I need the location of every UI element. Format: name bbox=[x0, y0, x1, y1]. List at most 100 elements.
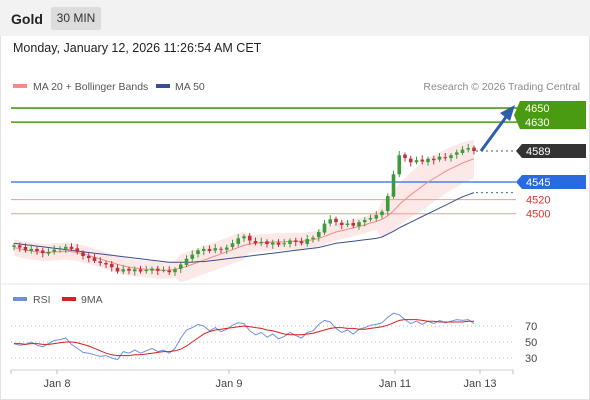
candle-body bbox=[63, 246, 68, 249]
candle bbox=[75, 244, 80, 255]
candle-body bbox=[213, 248, 218, 251]
candle bbox=[374, 210, 379, 222]
copyright-text: Research © 2026 Trading Central bbox=[423, 81, 580, 93]
candle bbox=[282, 239, 287, 247]
candle bbox=[196, 248, 200, 258]
candle bbox=[357, 220, 361, 230]
candle-body bbox=[311, 237, 315, 240]
candle bbox=[351, 218, 356, 229]
candle-body bbox=[230, 243, 235, 247]
candle-body bbox=[293, 240, 298, 242]
candle bbox=[81, 250, 85, 260]
candle-body bbox=[236, 238, 241, 244]
rsi-line bbox=[13, 312, 475, 361]
candle-body bbox=[351, 223, 356, 226]
candle bbox=[144, 265, 149, 274]
candle bbox=[339, 219, 344, 230]
candle bbox=[109, 261, 114, 272]
candle bbox=[138, 265, 143, 274]
candle bbox=[334, 216, 338, 226]
target-tag-bg bbox=[514, 101, 586, 130]
candle-body bbox=[357, 222, 361, 227]
timeframe-button[interactable]: 30 MIN bbox=[51, 7, 101, 30]
candle bbox=[288, 238, 292, 248]
candle-body bbox=[420, 159, 425, 162]
candle bbox=[132, 266, 137, 276]
candle bbox=[52, 245, 57, 255]
candle-body bbox=[109, 263, 114, 268]
rsi-ma-legend-swatch bbox=[62, 297, 76, 301]
candle-body bbox=[299, 241, 304, 244]
candle-body bbox=[86, 255, 91, 259]
candle bbox=[414, 156, 419, 165]
candle bbox=[236, 234, 241, 247]
candle bbox=[127, 266, 131, 275]
candle bbox=[224, 244, 229, 254]
candle-body bbox=[46, 251, 51, 254]
candle bbox=[63, 244, 68, 254]
candle-body bbox=[460, 149, 465, 153]
candle bbox=[46, 248, 51, 256]
candle-body bbox=[472, 147, 476, 151]
candle-body bbox=[219, 248, 223, 250]
candle-body bbox=[35, 248, 39, 252]
candle bbox=[230, 239, 235, 250]
candle-body bbox=[443, 157, 448, 159]
candle-body bbox=[132, 269, 137, 272]
candle bbox=[368, 214, 373, 222]
candle-body bbox=[288, 240, 292, 244]
ma50-legend-label: MA 50 bbox=[175, 81, 205, 93]
candle bbox=[92, 254, 97, 264]
rsi-tick-50: 50 bbox=[525, 337, 537, 349]
last-price-tag-bg bbox=[516, 144, 586, 158]
candle-body bbox=[322, 223, 327, 233]
candle-body bbox=[12, 245, 16, 247]
candle-body bbox=[253, 241, 258, 244]
candle-body bbox=[127, 268, 131, 271]
candle bbox=[472, 145, 476, 155]
candle-body bbox=[92, 257, 97, 261]
last-price-tag-label: 4589 bbox=[526, 146, 550, 158]
candle bbox=[40, 247, 45, 258]
candle bbox=[184, 255, 189, 268]
candle bbox=[265, 239, 269, 248]
candle-body bbox=[454, 152, 459, 155]
candle-body bbox=[104, 263, 108, 265]
candle bbox=[385, 193, 390, 216]
candle-body bbox=[374, 215, 379, 219]
candle bbox=[201, 246, 206, 256]
candle-body bbox=[150, 268, 154, 271]
candle-body bbox=[52, 249, 57, 252]
rsi-tick-70: 70 bbox=[525, 321, 537, 333]
candle bbox=[449, 153, 453, 162]
candle-body bbox=[380, 211, 384, 216]
candle bbox=[420, 155, 425, 165]
chart-header: Gold 30 MIN bbox=[0, 0, 590, 36]
candle-body bbox=[431, 158, 436, 161]
candle-body bbox=[242, 236, 246, 239]
support-tag-label-4500: 4500 bbox=[526, 209, 550, 221]
candle-body bbox=[201, 248, 206, 251]
candle-body bbox=[408, 158, 413, 163]
candle-body bbox=[345, 223, 350, 225]
candle-body bbox=[81, 252, 85, 256]
candle bbox=[242, 234, 246, 242]
candle bbox=[391, 170, 396, 199]
candle-body bbox=[397, 155, 402, 175]
target-tag-label-4650: 4650 bbox=[525, 103, 549, 115]
candle-body bbox=[98, 261, 103, 264]
candle-body bbox=[391, 174, 396, 197]
rsi-tick-30: 30 bbox=[525, 353, 537, 365]
target-arrow bbox=[479, 105, 515, 152]
candle bbox=[466, 143, 471, 153]
pivot-tag-label: 4545 bbox=[526, 177, 550, 189]
candle bbox=[155, 265, 160, 275]
candle-body bbox=[173, 269, 177, 273]
candle bbox=[207, 245, 212, 254]
candle-body bbox=[121, 269, 126, 272]
candle-body bbox=[144, 270, 149, 272]
candle-body bbox=[75, 248, 80, 252]
pivot-tag-bg bbox=[516, 175, 586, 189]
candle bbox=[403, 152, 407, 162]
